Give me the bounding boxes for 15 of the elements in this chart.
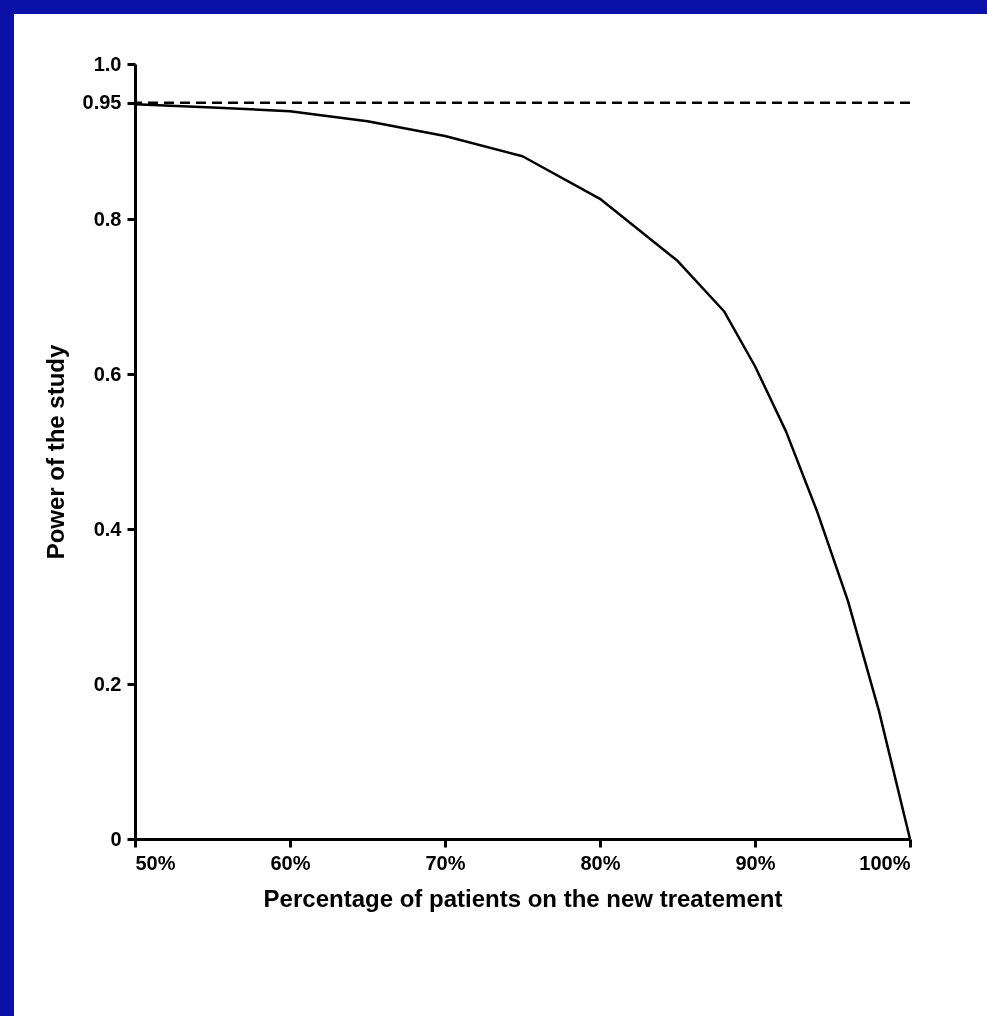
y-tick-label: 0 (110, 827, 122, 850)
x-tick-label: 50% (135, 851, 176, 874)
x-tick-label: 80% (580, 851, 621, 874)
x-axis-title: Percentage of patients on the new treatement (263, 884, 783, 912)
y-tick-label: 0.8 (93, 207, 122, 230)
y-axis-title: Power of the study (41, 344, 69, 560)
y-tick-label: 0.4 (93, 517, 123, 540)
x-tick-label: 100% (859, 851, 911, 874)
y-tick-label: 0.6 (93, 362, 122, 385)
y-tick-label: 1.0 (93, 52, 122, 75)
x-tick-label: 90% (735, 851, 776, 874)
x-tick-label: 60% (270, 851, 311, 874)
x-tick-label: 70% (425, 851, 466, 874)
y-tick-label: 0.2 (93, 672, 122, 695)
y-tick-label: 0.95 (82, 91, 122, 114)
